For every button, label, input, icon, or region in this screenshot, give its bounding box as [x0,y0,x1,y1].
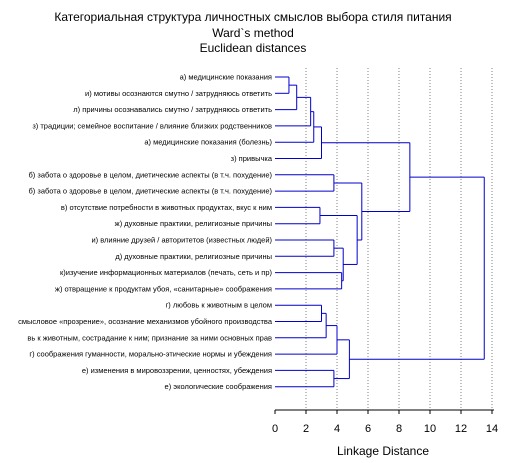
chart-title: Категориальная структура личностных смыс… [54,10,451,24]
x-tick-label: 14 [486,423,498,435]
leaf-label: и) влияние друзей / авторитетов (известн… [91,236,272,245]
leaf-label: д) духовные практики, религиозные причин… [115,252,272,261]
leaf-label: а) медицинские показания [180,73,272,82]
x-tick-label: 2 [303,423,309,435]
chart-subtitle-distance: Euclidean distances [200,41,307,55]
leaf-label: ж) отвращение к продуктам убоя, «санитар… [55,284,272,293]
leaf-label: смысловое «прозрение», осознание механиз… [18,317,273,326]
leaf-label: з) привычка [231,154,273,163]
leaf-label: вь к животным, сострадание к ним; призна… [27,333,272,342]
x-axis: 0 2 4 6 8 10 12 14 [272,409,498,435]
x-tick-label: 12 [455,423,467,435]
leaf-label: л) причины осознавались смутно / затрудн… [73,105,272,114]
leaf-label: е) изменения в мировоззрении, ценностях,… [82,366,272,375]
chart-subtitle-method: Ward`s method [212,26,294,40]
grid-lines [305,68,493,410]
x-tick-label: 10 [424,423,436,435]
leaf-label: г) соображения гуманности, морально-этич… [29,350,272,359]
leaf-label: и) мотивы осознаются смутно / затрудняюс… [85,89,272,98]
leaf-label: в) отсутствие потребности в животных про… [61,203,272,212]
x-tick-label: 0 [272,423,278,435]
x-axis-title: Linkage Distance [337,444,429,458]
x-tick-label: 4 [334,423,340,435]
leaf-label: е) экологические соображения [165,382,272,391]
x-tick-label: 6 [365,423,371,435]
leaf-label: к)изучение информационных материалов (пе… [60,268,272,277]
leaf-label: б) забота о здоровье в целом, диетически… [29,187,273,196]
leaf-label: г) любовь к животным в целом [166,301,272,310]
dendrogram-tree [275,76,485,388]
leaf-label: б) забота о здоровье в целом, диетически… [29,170,273,179]
leaf-label: ж) духовные практики, религиозные причин… [115,219,272,228]
leaf-label: з) традиции; семейное воспитание / влиян… [32,121,272,130]
leaf-label: а) медицинские показания (болезнь) [144,138,272,147]
leaf-labels: а) медицинские показания и) мотивы осозна… [18,73,273,392]
x-tick-label: 8 [396,423,402,435]
